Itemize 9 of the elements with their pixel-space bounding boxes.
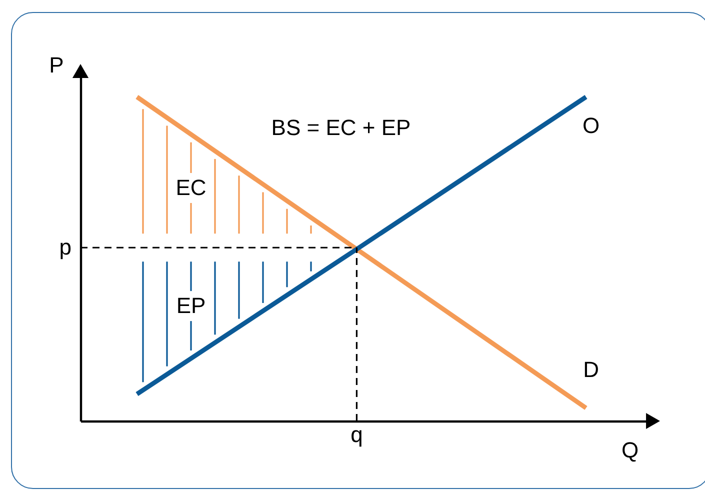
series-label: O [582, 112, 600, 138]
y-axis-title: P [49, 52, 64, 78]
x-axis-title: Q [621, 438, 639, 462]
series-label: D [583, 357, 599, 382]
text: q [350, 422, 363, 447]
annotation: EC [176, 174, 206, 200]
annotation: EP [176, 293, 206, 318]
annotation: BS = EC + EP [271, 115, 411, 140]
ref-line-label: p [59, 234, 72, 260]
